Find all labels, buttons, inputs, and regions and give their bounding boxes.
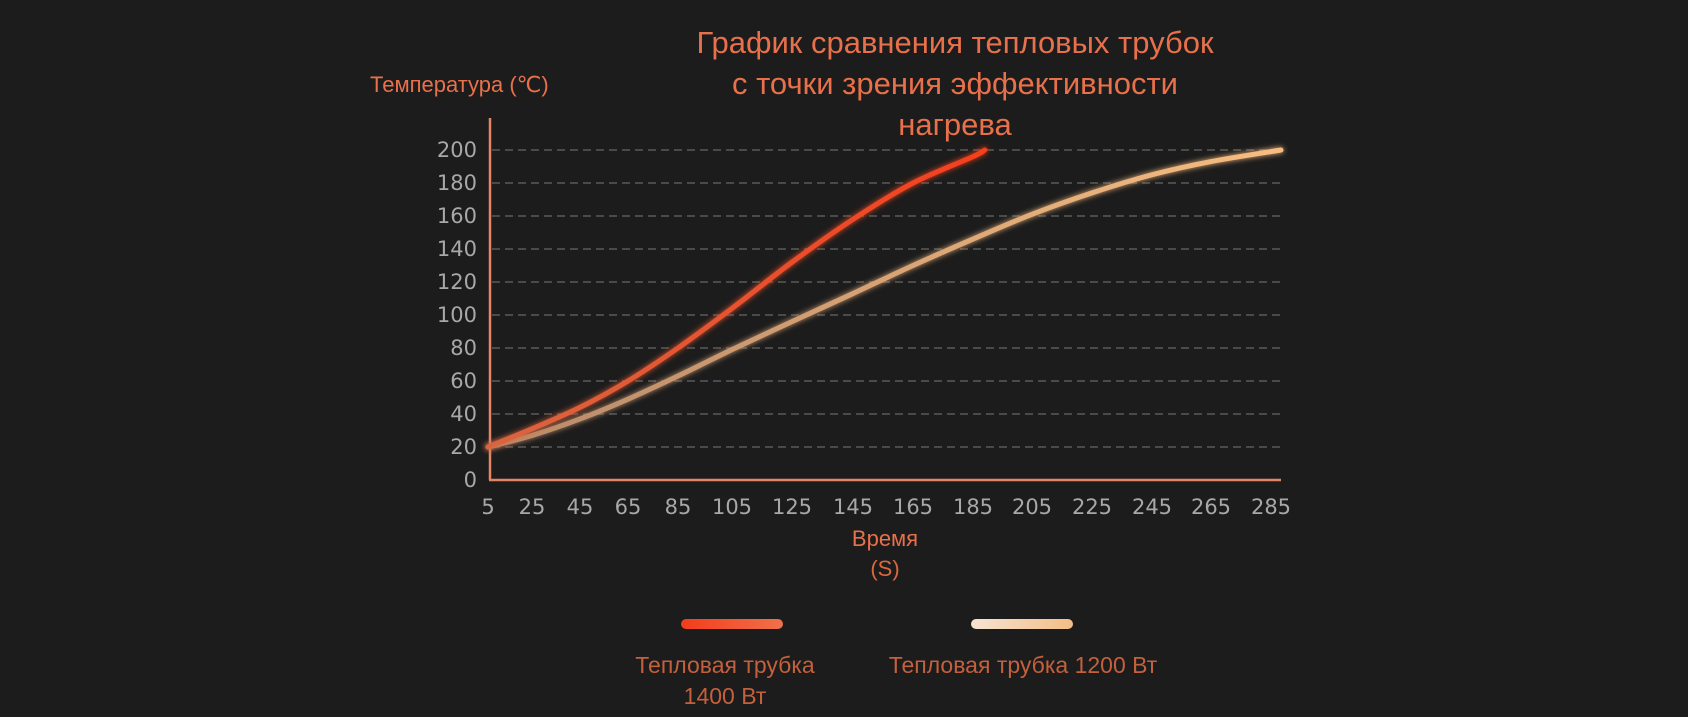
x-tick-label: 65 <box>615 495 642 519</box>
x-axis-label-text: Время <box>851 526 919 551</box>
y-axis-label: Температура (℃) <box>370 72 549 97</box>
y-tick-label: 20 <box>450 435 477 459</box>
y-tick-label: 100 <box>437 303 477 327</box>
y-tick-label: 200 <box>437 138 477 162</box>
x-axis-unit: (S) <box>870 556 900 581</box>
x-tick-label: 205 <box>1012 495 1052 519</box>
x-tick-label: 5 <box>481 495 494 519</box>
legend-label-1200w: Тепловая трубка 1200 Вт <box>888 652 1158 678</box>
x-tick-label: 105 <box>712 495 752 519</box>
x-tick-label: 285 <box>1251 495 1291 519</box>
y-tick-label: 180 <box>437 171 477 195</box>
x-tick-label: 145 <box>833 495 873 519</box>
x-tick-label: 45 <box>567 495 594 519</box>
chart-title: График сравнения тепловых трубок с точки… <box>696 25 1214 142</box>
legend-swatch-1200w <box>971 619 1073 629</box>
y-tick-label: 40 <box>450 402 477 426</box>
y-tick-label: 60 <box>450 369 477 393</box>
series-line-1400w <box>485 147 988 450</box>
x-tick-label: 85 <box>665 495 692 519</box>
x-tick-label: 245 <box>1132 495 1172 519</box>
x-tick-label: 225 <box>1072 495 1112 519</box>
y-axis-ticks: 0 20 40 60 80 100 120 140 160 180 200 <box>437 138 477 492</box>
y-tick-label: 120 <box>437 270 477 294</box>
grid-lines <box>492 149 1281 448</box>
x-axis-ticks: 5 25 45 65 85 105 125 145 165 185 205 225 245 265 285 <box>481 495 1291 519</box>
x-tick-label: 185 <box>953 495 993 519</box>
legend-label-1400w: Тепловая трубка 1400 Вт <box>635 652 815 709</box>
y-tick-label: 0 <box>464 468 477 492</box>
x-axis-label: Время (S) <box>820 524 950 584</box>
legend-swatch-1400w <box>681 619 783 629</box>
x-tick-label: 165 <box>893 495 933 519</box>
x-tick-label: 25 <box>519 495 546 519</box>
x-tick-label: 125 <box>772 495 812 519</box>
y-tick-label: 160 <box>437 204 477 228</box>
x-tick-label: 265 <box>1191 495 1231 519</box>
y-tick-label: 140 <box>437 237 477 261</box>
series-line-1200w <box>485 147 1284 450</box>
y-tick-label: 80 <box>450 336 477 360</box>
